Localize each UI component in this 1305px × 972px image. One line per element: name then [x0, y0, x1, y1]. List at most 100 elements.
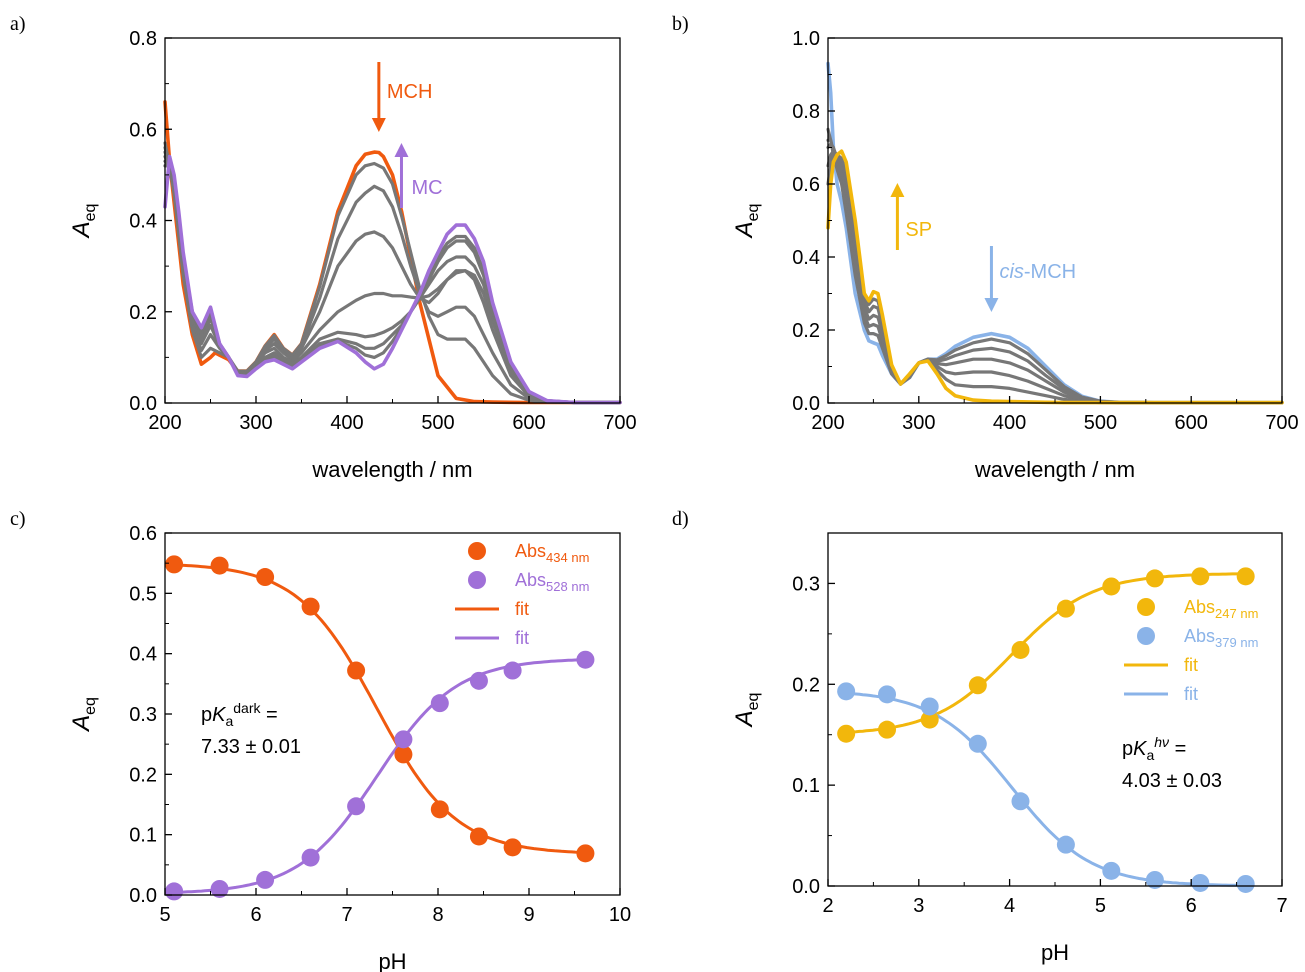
- legend-subscript: 528 nm: [546, 579, 589, 594]
- y-tick-label: 0.1: [129, 825, 157, 847]
- panel-c: c) 5 6 7 8 9 10 0.0 0.1 0.2 0.3 0.4 0.5 0.6 pH Aeq Abs43…: [10, 508, 631, 972]
- y-tick-label: 0.4: [129, 211, 157, 233]
- data-point-0: [165, 555, 184, 574]
- data-point-1: [1056, 835, 1075, 854]
- panel-b: b) 200 300 400 500 600 700 0.0 0.2 0.4 0.6 0.8 1.0 wa…: [672, 13, 1299, 482]
- y-axis-label: Aeq: [68, 204, 99, 240]
- annotation-label: SP: [905, 219, 932, 241]
- panel-label: a): [10, 13, 26, 35]
- y-label-subscript: eq: [82, 204, 99, 222]
- y-tick-label: 0.6: [792, 174, 820, 196]
- spectrum-series-8: [163, 154, 622, 405]
- y-tick-label: 0.0: [129, 393, 157, 415]
- data-point-0: [1102, 577, 1121, 596]
- data-point-0: [347, 661, 366, 680]
- data-point-0: [469, 827, 488, 846]
- pka-label: pKahν =: [1122, 734, 1186, 763]
- legend-subscript: 434 nm: [546, 550, 589, 565]
- y-label-main: A: [68, 221, 95, 239]
- legend-label: Abs379 nm: [1184, 626, 1258, 650]
- data-point-1: [256, 870, 275, 889]
- x-tick-label: 400: [993, 412, 1026, 434]
- data-point-1: [347, 797, 366, 816]
- data-point-0: [920, 710, 939, 729]
- y-tick-label: 0.6: [129, 523, 157, 545]
- spectrum-series-4: [163, 155, 622, 405]
- fit-curve-0: [846, 572, 1246, 734]
- data-point-0: [430, 800, 449, 819]
- data-point-0: [576, 844, 595, 863]
- legend-subscript: 247 nm: [1215, 606, 1258, 621]
- x-tick-label: 10: [609, 904, 631, 926]
- legend-label: fit: [1184, 684, 1198, 704]
- legend-main: Abs: [515, 570, 546, 590]
- legend-marker: [1137, 598, 1155, 616]
- x-tick-label: 300: [239, 412, 272, 434]
- y-tick-label: 0.3: [129, 704, 157, 726]
- data-point-1: [1191, 873, 1210, 892]
- legend-main: fit: [1184, 684, 1198, 704]
- pka-K: K: [1133, 738, 1148, 760]
- spectrum-series-1: [163, 141, 622, 405]
- panel-label: d): [672, 508, 689, 530]
- x-tick-label: 3: [913, 895, 924, 917]
- y-axis-label: Aeq: [731, 693, 762, 729]
- y-label-main: A: [731, 710, 758, 728]
- legend-marker: [468, 542, 486, 560]
- legend-subscript: 379 nm: [1215, 635, 1258, 650]
- y-tick-label: 1.0: [792, 28, 820, 50]
- annotation-arrow-head: [890, 183, 905, 197]
- x-tick-label: 700: [1265, 412, 1298, 434]
- data-point-1: [301, 848, 320, 867]
- data-point-1: [210, 879, 229, 898]
- data-point-1: [1145, 870, 1164, 889]
- x-tick-label: 200: [811, 412, 844, 434]
- x-tick-label: 600: [1175, 412, 1208, 434]
- data-point-0: [1011, 640, 1030, 659]
- data-point-1: [1011, 792, 1030, 811]
- y-tick-label: 0.0: [792, 393, 820, 415]
- x-tick-label: 6: [250, 904, 261, 926]
- legend-marker: [468, 571, 486, 589]
- legend-marker: [1137, 627, 1155, 645]
- y-tick-label: 0.2: [129, 302, 157, 324]
- y-tick-label: 0.2: [792, 320, 820, 342]
- data-point-0: [210, 556, 229, 575]
- data-point-1: [968, 734, 987, 753]
- x-axis-label: pH: [1041, 940, 1069, 965]
- legend-label: Abs247 nm: [1184, 597, 1258, 621]
- legend-main: fit: [1184, 655, 1198, 675]
- y-tick-label: 0.3: [792, 573, 820, 595]
- y-label-main: A: [68, 715, 95, 733]
- data-point-0: [1236, 567, 1255, 586]
- plot-frame: [827, 532, 1283, 887]
- y-tick-label: 0.4: [129, 644, 157, 666]
- y-tick-label: 0.0: [129, 885, 157, 907]
- x-tick-label: 300: [902, 412, 935, 434]
- pka-equals: =: [261, 704, 278, 726]
- data-point-1: [878, 685, 897, 704]
- data-point-1: [469, 671, 488, 690]
- panel-label: b): [672, 13, 689, 35]
- spectrum-series-3: [163, 150, 622, 405]
- data-point-0: [968, 676, 987, 695]
- data-point-1: [503, 661, 522, 680]
- pka-superscript: dark: [233, 700, 261, 716]
- annotation-arrow-head: [394, 143, 409, 157]
- pka-superscript: hν: [1154, 734, 1169, 750]
- legend-label: fit: [515, 628, 529, 648]
- y-tick-label: 0.6: [129, 119, 157, 141]
- data-point-1: [1102, 861, 1121, 880]
- y-label-subscript: eq: [745, 204, 762, 222]
- x-tick-label: 200: [148, 412, 181, 434]
- y-tick-label: 0.4: [792, 247, 820, 269]
- legend-main: fit: [515, 628, 529, 648]
- x-tick-label: 700: [603, 412, 636, 434]
- data-point-0: [878, 720, 897, 739]
- pka-equals: =: [1169, 738, 1186, 760]
- y-tick-label: 0.5: [129, 583, 157, 605]
- x-axis-label: wavelength / nm: [974, 457, 1135, 482]
- legend-label: Abs528 nm: [515, 570, 589, 594]
- x-tick-label: 8: [432, 904, 443, 926]
